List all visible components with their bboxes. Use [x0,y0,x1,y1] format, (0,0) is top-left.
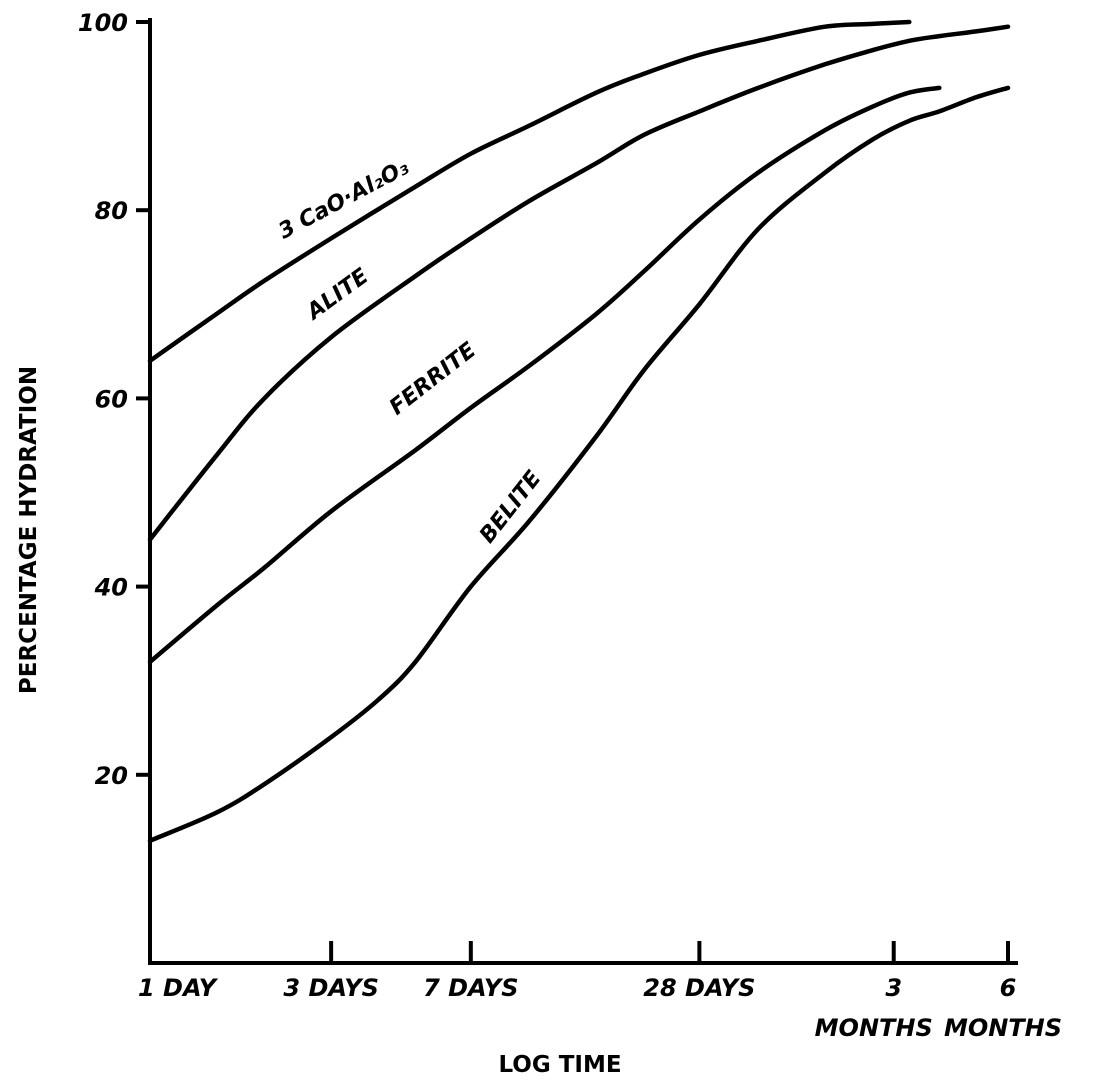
y-axis-title: PERCENTAGE HYDRATION [16,366,42,694]
x-tick-sublabel: MONTHS [944,1014,1062,1042]
axis-lines [148,18,1018,965]
ticks: 20 40 60 80 100 1 DAY 3 DAYS 7 DAYS 28 DAYS 3 MONT… [78,9,1062,1042]
series-line-1 [147,24,1011,542]
curves [147,19,1011,843]
x-tick-label: 1 DAY [138,974,219,1002]
x-tick-label: 6 [1000,974,1017,1002]
x-axis-title: LOG TIME [498,1052,621,1078]
x-tick-label: 7 DAYS [423,974,518,1002]
axes [148,18,1018,965]
y-tick-label: 40 [94,574,128,602]
series-line-3 [147,85,1011,843]
y-tick-label: 100 [78,9,128,37]
x-tick-label: 3 [885,974,902,1002]
x-tick-sublabel: MONTHS [815,1014,933,1042]
series-line-2 [147,85,942,665]
curve-label: FERRITE [385,338,481,421]
y-tick-label: 80 [95,197,128,225]
x-tick-label: 3 DAYS [283,974,378,1002]
y-tick-label: 20 [95,762,128,790]
y-tick-label: 60 [95,385,128,413]
x-tick-label: 28 DAYS [643,974,755,1002]
curve-label: ALITE [301,264,373,326]
series-line-0 [147,19,912,364]
curve-label: BELITE [475,467,546,549]
